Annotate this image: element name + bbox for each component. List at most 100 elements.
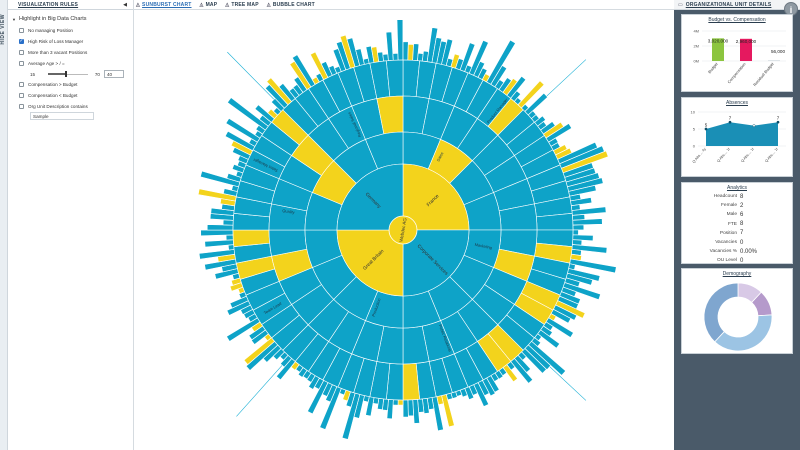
absences-y-tick: 5 <box>693 127 696 132</box>
age-slider[interactable] <box>48 71 88 77</box>
demography-donut[interactable] <box>682 277 794 353</box>
absences-point-label: 7 <box>777 116 780 121</box>
analytics-key: Vacancies <box>715 240 737 246</box>
sunburst-center[interactable] <box>388 215 418 245</box>
tab-sunburst[interactable]: ◬ SUNBURST CHART <box>136 2 192 8</box>
tab-bubble[interactable]: ◬ BUBBLE CHART <box>267 2 315 8</box>
sunburst-outer-segment[interactable] <box>396 19 404 61</box>
sunburst-segment-label: Quality <box>282 208 295 215</box>
rule-checkbox[interactable] <box>19 93 24 98</box>
rule-row[interactable]: ✓ High Risk of Loss Manager <box>8 36 133 47</box>
absences-point[interactable] <box>776 120 780 124</box>
demography-card: Demography <box>681 268 793 354</box>
sunburst-outer-segment[interactable] <box>377 51 384 63</box>
visualization-rules-title[interactable]: VISUALIZATION RULES <box>18 1 79 8</box>
sunburst-outer-segment[interactable] <box>572 224 585 231</box>
analytics-row: Position 7 <box>682 229 792 238</box>
sunburst-outer-segment[interactable] <box>407 399 414 417</box>
absences-point[interactable] <box>752 124 756 127</box>
age-max-label: 70 <box>94 71 100 77</box>
budget-bar[interactable] <box>712 38 724 61</box>
demography-slice[interactable] <box>703 282 739 343</box>
rule-checkbox[interactable]: ✓ <box>19 38 24 44</box>
analytics-value: 6 <box>740 211 744 218</box>
age-slider-fill <box>48 73 66 75</box>
sunburst-center-label: Webdec AG <box>398 217 407 242</box>
sunburst-level1-segment[interactable] <box>336 229 404 297</box>
rule-row[interactable]: No managing Position <box>8 25 133 36</box>
budget-value-label: 56,000 <box>771 49 785 54</box>
absences-point[interactable] <box>704 127 708 131</box>
sunburst-outer-segment[interactable] <box>572 229 579 236</box>
analytics-value: 0 <box>740 239 744 246</box>
sunburst-outer-segment[interactable] <box>225 234 234 241</box>
sunburst-outer-segment[interactable] <box>206 224 234 231</box>
absences-point[interactable] <box>728 120 732 124</box>
rule-checkbox[interactable] <box>19 82 24 87</box>
absences-title: Absences <box>726 100 748 106</box>
sunburst-outer-segment[interactable] <box>402 41 409 61</box>
absences-y-tick: 10 <box>691 110 696 115</box>
sunburst-segment-label: Sales <box>435 151 444 162</box>
rule-checkbox[interactable] <box>19 50 24 55</box>
sunburst-chart-area: Webdec AG France Corporate Services Great B… <box>134 10 674 450</box>
rule-row[interactable]: Org Unit Description contains <box>8 101 133 112</box>
analytics-value: 8 <box>740 193 744 200</box>
absences-area[interactable] <box>706 122 778 146</box>
rule-row[interactable]: More than 3 vacant Positions <box>8 47 133 58</box>
triangle-down-icon[interactable]: ▼ <box>12 16 16 22</box>
absences-chart: 10 5 0 5 Q Abs.... 4y 7 Q Abs.... 1t Q Abs.... … <box>691 110 786 164</box>
sunburst-level1-segment[interactable] <box>402 229 470 297</box>
rule-checkbox[interactable] <box>19 61 24 66</box>
age-value-input[interactable]: 40 <box>104 70 124 78</box>
org-unit-details-header: ▭ ORGANIZATIONAL UNIT DETAILS <box>674 0 800 10</box>
budget-category-label: Residual Budget <box>752 61 775 87</box>
highlight-section-header[interactable]: ▼ Highlight in Big Data Charts <box>8 10 133 22</box>
budget-card: Budget vs. Compensation 4M 2M 0M 3,020,000 B… <box>681 14 793 92</box>
sunburst-outer-segment[interactable] <box>392 399 399 406</box>
rule-label: Compensation > Budget <box>28 82 78 87</box>
rule-checkbox[interactable] <box>19 28 24 33</box>
sunburst-outer-segment[interactable] <box>382 53 389 62</box>
hide-view-label[interactable]: HIDE VIEW <box>0 14 6 45</box>
sunburst-outer-segment[interactable] <box>572 214 586 221</box>
sunburst-segment-label: Production <box>371 298 382 318</box>
rule-checkbox[interactable] <box>19 104 24 109</box>
sunburst-level1-segment[interactable] <box>402 163 470 231</box>
rule-row[interactable]: Compensation < Budget <box>8 90 133 101</box>
sunburst-outer-segment[interactable] <box>392 53 399 61</box>
sunburst-outer-segment[interactable] <box>402 399 409 418</box>
demography-title: Demography <box>722 271 752 277</box>
sunburst-level1-segment[interactable] <box>336 163 404 231</box>
age-slider-track <box>48 73 88 75</box>
absences-x-label: Q Abs.... 1t <box>764 147 778 163</box>
visualization-rules-panel: VISUALIZATION RULES ◀ ▼ Highlight in Big… <box>8 0 134 450</box>
tab-treemap[interactable]: ◬ TREE MAP <box>225 2 258 8</box>
budget-title: Budget vs. Compensation <box>708 17 766 23</box>
analytics-title: Analytics <box>726 185 747 191</box>
budget-chart: 4M 2M 0M 3,020,000 Budget 2,960,000 Compensati… <box>693 29 786 87</box>
analytics-key: Vacancies % <box>709 249 737 255</box>
visualization-rules-header: VISUALIZATION RULES ◀ <box>8 0 133 10</box>
analytics-row: Male 6 <box>682 210 792 219</box>
sunburst-outer-segment[interactable] <box>222 219 234 226</box>
sunburst-icon: ◬ <box>136 1 141 8</box>
rule-row[interactable]: Compensation > Budget <box>8 79 133 90</box>
tab-map[interactable]: ◬ MAP <box>200 2 218 8</box>
rule-row[interactable]: Average Age > / = <box>8 58 133 69</box>
age-slider-handle[interactable] <box>65 71 67 77</box>
budget-bar[interactable] <box>768 60 780 61</box>
treemap-icon: ◬ <box>225 1 230 8</box>
org-unit-description-input[interactable]: Sample <box>30 112 94 120</box>
analytics-key: Headcount <box>713 194 737 200</box>
sunburst-outer-segment[interactable] <box>397 399 404 406</box>
org-unit-details-title[interactable]: ORGANIZATIONAL UNIT DETAILS <box>685 1 772 8</box>
budget-bar[interactable] <box>740 38 752 61</box>
sunburst-outer-segment[interactable] <box>227 244 235 251</box>
hide-view-strip[interactable]: HIDE VIEW <box>0 0 8 450</box>
absences-point-label: 5 <box>705 123 708 128</box>
sunburst-outer-segment[interactable] <box>200 229 234 237</box>
triangle-left-icon[interactable]: ◀ <box>123 1 127 8</box>
